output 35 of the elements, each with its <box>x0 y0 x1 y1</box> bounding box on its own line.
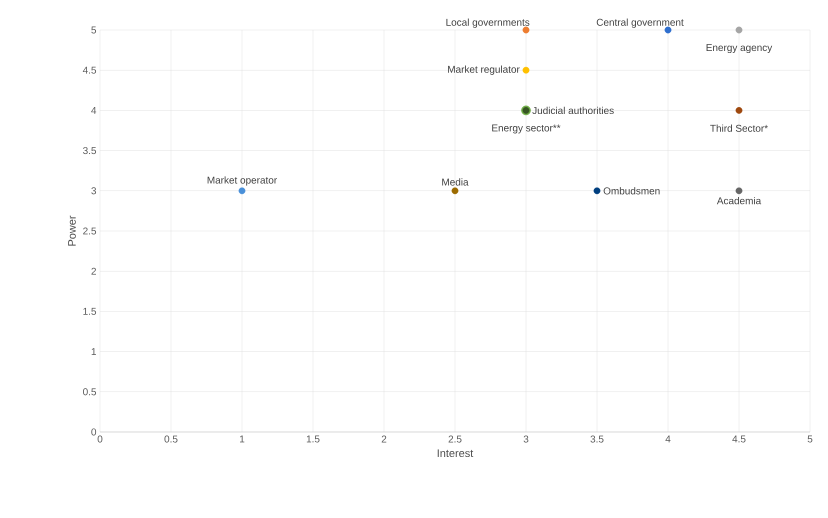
series-label: Ombudsmen <box>604 187 660 194</box>
y-tick-label: 1 <box>92 348 96 356</box>
series-label: Central government <box>596 18 684 28</box>
y-tick-label: 5 <box>91 26 96 34</box>
series-label: Energy agency <box>706 44 772 54</box>
y-tick-label: 0.5 <box>83 388 96 396</box>
x-tick-label: 1 <box>240 436 244 442</box>
series-label: Energy sector** <box>492 124 560 134</box>
series-label: Local governments <box>446 18 530 28</box>
x-tick-label: 4 <box>665 436 670 442</box>
y-tick-label: 4 <box>91 106 96 114</box>
y-tick-label: 0 <box>91 428 96 436</box>
x-tick-label: 3 <box>524 436 528 443</box>
series-label: Academia <box>716 196 762 204</box>
x-tick-label: 2 <box>382 436 386 442</box>
y-tick-label: 1.5 <box>83 308 96 315</box>
y-tick-label: 4.5 <box>82 66 96 74</box>
y-axis-title: Power <box>68 216 76 246</box>
x-tick-label: 2.5 <box>448 436 462 443</box>
y-tick-label: 2.5 <box>83 227 96 235</box>
series-label: Market operator <box>208 176 277 186</box>
series-label: Third Sector* <box>710 124 768 132</box>
x-axis-title: Interest <box>438 449 474 458</box>
y-tick-label: 3 <box>91 187 96 194</box>
y-tick-label: 2 <box>91 268 96 275</box>
x-tick-label: 4.5 <box>732 436 746 442</box>
x-tick-label: 1.5 <box>306 436 320 442</box>
x-tick-label: 0.5 <box>164 436 178 443</box>
series-label: Media <box>442 178 469 186</box>
x-tick-label: 0 <box>98 436 102 443</box>
x-tick-label: 5 <box>808 436 812 442</box>
x-tick-label: 3.5 <box>590 436 604 443</box>
y-tick-label: 3.5 <box>83 147 96 154</box>
series-label: Judicial authorities <box>532 106 614 114</box>
series-label: Market regulator <box>448 66 520 75</box>
